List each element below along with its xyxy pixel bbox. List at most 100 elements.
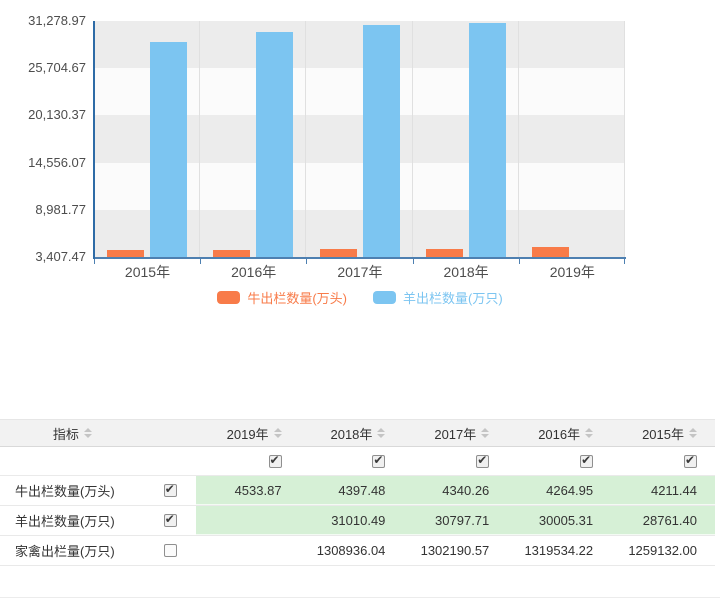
sort-icon <box>377 428 386 438</box>
sort-icon <box>481 428 490 438</box>
cattle-bar <box>107 250 145 257</box>
value-cell: 1302190.57 <box>420 543 490 558</box>
cattle-bar <box>425 249 463 257</box>
column-checkbox-cell <box>300 453 404 468</box>
x-axis-category-label: 2016年 <box>231 264 277 280</box>
cattle-bar <box>213 250 251 257</box>
x-axis-line <box>93 257 626 259</box>
vertical-gridline <box>624 21 625 257</box>
column-header-label: 指标 <box>52 426 79 442</box>
sort-up-arrow-icon <box>83 428 92 432</box>
table-row: 家禽出栏量(万只) 1308936.04 1302190.57 1319534.22 1… <box>0 536 715 566</box>
legend-item-cattle[interactable]: 牛出栏数量(万头) <box>217 288 347 307</box>
column-header-year[interactable]: 2019年 <box>196 424 300 443</box>
x-axis-category-label: 2018年 <box>443 264 489 280</box>
column-checkbox-2017年[interactable] <box>476 453 490 468</box>
column-checkbox-row <box>0 447 715 476</box>
value-cell <box>196 536 300 565</box>
sort-down-arrow-icon <box>481 434 490 438</box>
legend-item-sheep[interactable]: 羊出栏数量(万只) <box>373 288 503 307</box>
value-cell: 1259132.00 <box>628 543 697 558</box>
column-header-year[interactable]: 2018年 <box>300 424 404 443</box>
cattle-bar <box>319 249 357 257</box>
x-axis-category-label: 2015年 <box>124 264 171 280</box>
column-checkbox-cell <box>196 453 300 468</box>
column-header-indicator[interactable]: 指标 <box>0 424 145 443</box>
sheep-bar <box>150 42 188 257</box>
row-checkbox[interactable] <box>163 512 177 527</box>
y-axis-line <box>93 21 95 259</box>
vertical-gridline <box>411 21 413 257</box>
sheep-bar <box>468 23 506 257</box>
sort-up-arrow-icon <box>377 428 386 432</box>
value-cell: 28761.40 <box>611 506 715 535</box>
column-header-label: 2018年 <box>330 426 373 442</box>
sort-down-arrow-icon <box>688 434 697 438</box>
sort-up-arrow-icon <box>688 428 697 432</box>
column-checkbox-2019年[interactable] <box>268 453 282 468</box>
legend-swatch-icon <box>373 291 396 304</box>
chart-legend: 牛出栏数量(万头) 羊出栏数量(万只) <box>0 288 720 307</box>
y-axis-tick-label: 20,130.37 <box>28 107 86 123</box>
sheep-bar <box>256 32 294 257</box>
value-cell: 31010.49 <box>299 506 404 535</box>
value-cell <box>195 506 300 535</box>
table-row: 羊出栏数量(万只) 31010.4930797.7130005.3128761.4… <box>0 506 715 536</box>
table-row: 牛出栏数量(万头) 4533.874397.484340.264264.95421… <box>0 476 715 506</box>
y-axis-tick-label: 14,556.07 <box>28 154 86 170</box>
column-header-label: 2017年 <box>434 426 477 442</box>
sort-icon <box>83 428 92 438</box>
x-axis-tick-mark <box>306 259 308 264</box>
sort-up-arrow-icon <box>273 428 282 432</box>
x-axis-tick-mark <box>94 259 95 264</box>
legend-swatch-icon <box>217 291 241 304</box>
value-cell: 4533.87 <box>195 476 300 505</box>
cattle-bar <box>531 247 569 257</box>
column-header-label: 2016年 <box>538 426 581 442</box>
chart-plot-area <box>93 21 626 264</box>
sort-down-arrow-icon <box>377 434 386 438</box>
value-cell: 4340.26 <box>403 476 508 505</box>
table-body: 牛出栏数量(万头) 4533.874397.484340.264264.95421… <box>0 476 715 566</box>
column-checkbox-cell <box>403 453 507 468</box>
sort-up-arrow-icon <box>585 428 594 432</box>
row-label-cell: 羊出栏数量(万只) <box>15 514 115 529</box>
column-checkbox-cell <box>507 453 611 468</box>
row-label-cell: 牛出栏数量(万头) <box>15 484 115 499</box>
value-cell: 1308936.04 <box>316 543 386 558</box>
value-cell: 1319534.22 <box>524 543 594 558</box>
x-axis-tick-mark <box>412 259 414 264</box>
row-label-cell: 家禽出栏量(万只) <box>15 544 115 559</box>
row-selector-cell <box>145 506 196 535</box>
legend-label: 牛出栏数量(万头) <box>247 291 347 306</box>
sort-down-arrow-icon <box>585 434 594 438</box>
x-axis-category-label: 2017年 <box>337 264 383 280</box>
column-checkbox-2018年[interactable] <box>372 453 386 468</box>
column-header-year[interactable]: 2015年 <box>611 424 715 443</box>
value-cell: 4264.95 <box>507 476 612 505</box>
y-axis-tick-label: 3,407.47 <box>35 249 86 264</box>
vertical-gridline <box>199 21 201 257</box>
value-cell: 4211.44 <box>611 476 715 505</box>
y-axis-tick-label: 31,278.97 <box>28 13 86 28</box>
x-axis-tick-mark <box>624 259 625 264</box>
value-cell: 30797.71 <box>403 506 508 535</box>
table-header-row: 指标 2019年 2018年 2017年 2016年 2015年 <box>0 419 715 447</box>
column-checkbox-cell <box>611 453 715 468</box>
sort-icon <box>688 428 697 438</box>
sort-down-arrow-icon <box>273 434 282 438</box>
legend-label: 羊出栏数量(万只) <box>403 291 503 306</box>
column-checkbox-2016年[interactable] <box>580 453 594 468</box>
value-cell: 4397.48 <box>299 476 404 505</box>
column-header-year[interactable]: 2016年 <box>507 424 611 443</box>
vertical-gridline <box>517 21 519 257</box>
row-checkbox[interactable] <box>163 482 177 497</box>
vertical-gridline <box>305 21 307 257</box>
row-selector-cell <box>145 536 196 565</box>
column-checkbox-2015年[interactable] <box>683 453 697 468</box>
row-checkbox[interactable] <box>163 544 177 557</box>
row-selector-cell <box>145 476 196 505</box>
sort-icon <box>585 428 594 438</box>
column-header-year[interactable]: 2017年 <box>403 424 507 443</box>
